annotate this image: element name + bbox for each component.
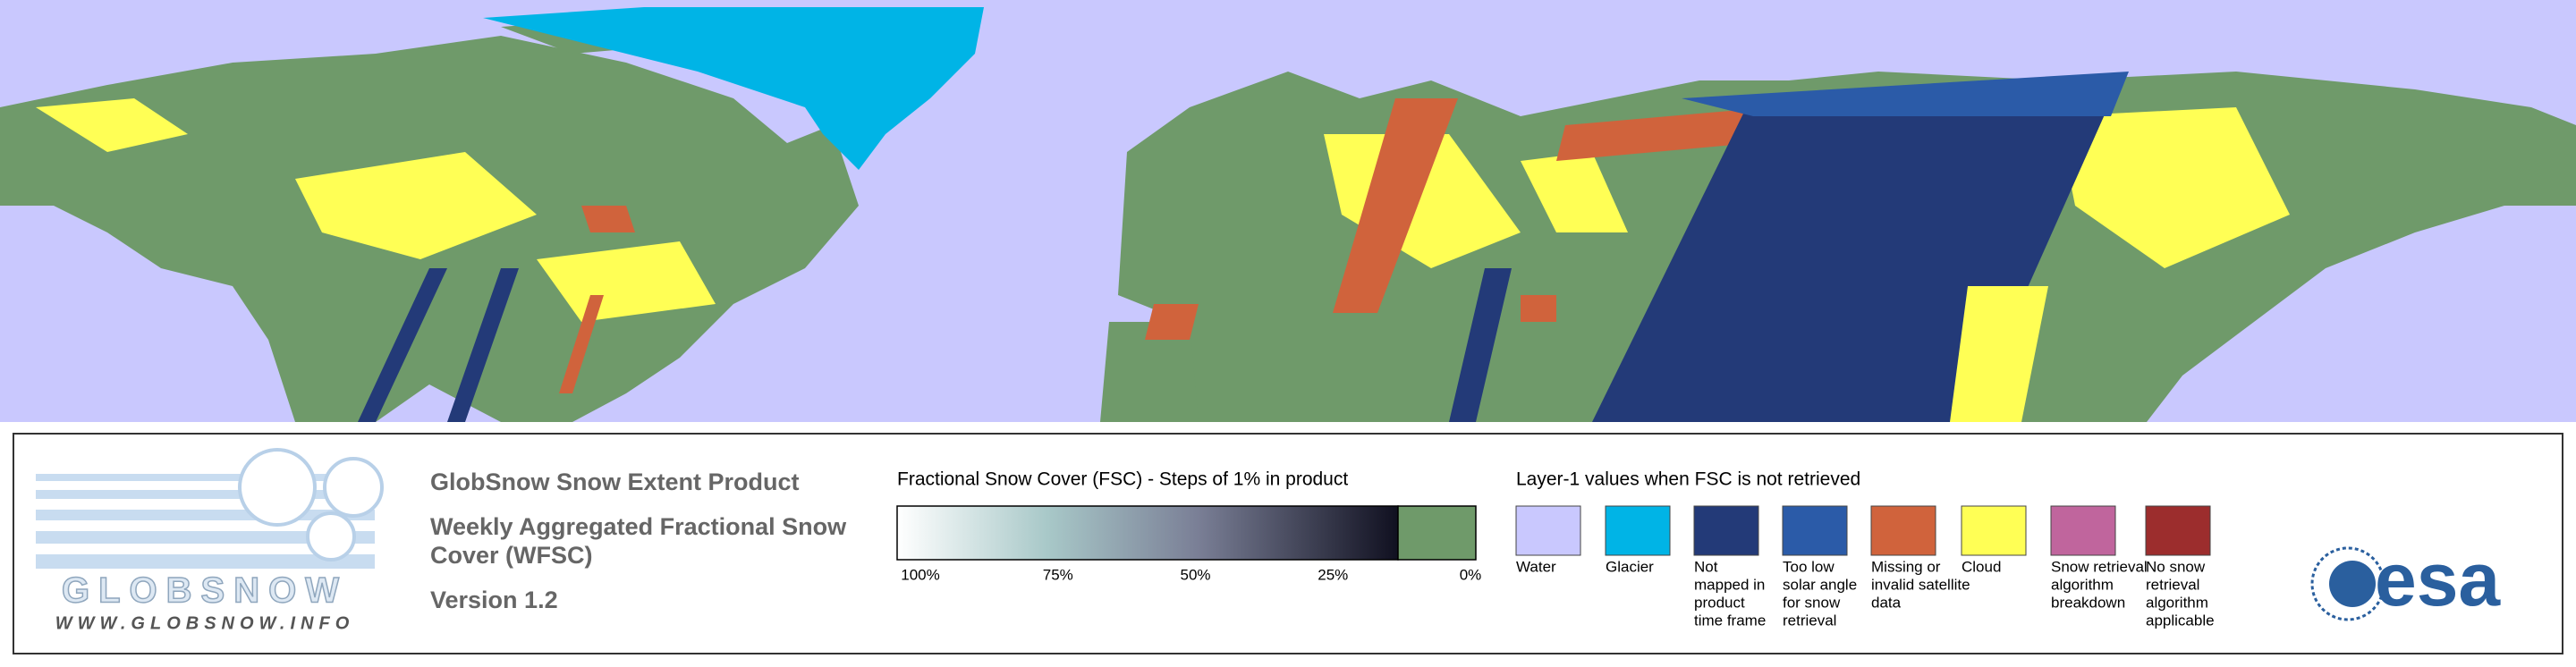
colorbar-tick-label: 100% [901, 566, 939, 583]
cloud-patch [2057, 107, 2290, 268]
product-title: GlobSnow Snow Extent Product [430, 469, 800, 495]
missing-patch [1521, 295, 1556, 322]
swath-low-sun [1682, 72, 2129, 116]
legend-label: Not [1694, 558, 1718, 575]
colorbar-tick-label: 25% [1318, 566, 1348, 583]
legend-label: product [1694, 594, 1745, 611]
swath [1556, 107, 1771, 161]
missing-patch [1145, 304, 1199, 340]
logo-stripe [36, 474, 375, 481]
snowflake [323, 457, 384, 518]
missing-patch [581, 206, 635, 232]
legend-label: mapped in [1694, 576, 1765, 593]
legend-label: Cloud [1962, 558, 2001, 575]
colorbar-gradient [896, 505, 1399, 561]
colorbar-zero [1397, 505, 1477, 561]
colorbar-tick-label: 50% [1180, 566, 1210, 583]
legend-label: invalid satellite [1871, 576, 1970, 593]
cloud-patch [1324, 134, 1521, 268]
logo-stripe [36, 531, 375, 544]
cloud-patch [1521, 152, 1628, 232]
product-version: Version 1.2 [430, 587, 558, 613]
legend-label: algorithm [2146, 594, 2208, 611]
legend-label: applicable [2146, 612, 2215, 629]
legend-label: algorithm [2051, 576, 2114, 593]
colorbar-ticks: 100% 75% 50% 25% 0% [901, 566, 1481, 583]
legend-swatch [1961, 505, 2027, 556]
legend-swatch [1515, 505, 1581, 556]
map [0, 0, 2576, 422]
legend-swatch [2050, 505, 2116, 556]
legend-label: breakdown [2051, 594, 2125, 611]
legend-label: retrieval [2146, 576, 2199, 593]
legend-label: Too low [1783, 558, 1835, 575]
snowflake [238, 448, 317, 527]
legend-label: time frame [1694, 612, 1766, 629]
land-iberia [1100, 322, 1199, 422]
swath [1333, 98, 1458, 313]
legend-label: for snow [1783, 594, 1841, 611]
land-greenland [483, 7, 984, 170]
snowflake [306, 511, 356, 561]
legend-swatch [2145, 505, 2211, 556]
cloud-patch [36, 98, 188, 152]
globsnow-logo: GLOBSNOW WWW.GLOBSNOW.INFO [36, 448, 384, 633]
legend-label: Water [1516, 558, 1556, 575]
cloud-patch [295, 152, 537, 259]
colorbar-tick-label: 0% [1460, 566, 1482, 583]
logo-url: WWW.GLOBSNOW.INFO [55, 613, 355, 633]
legend-swatch [1782, 505, 1848, 556]
legend-label: retrieval [1783, 612, 1836, 629]
esa-wordmark: esa [2375, 537, 2501, 621]
cloud-patch [1950, 286, 2048, 422]
legend-swatch [1870, 505, 1936, 556]
logo-name: GLOBSNOW [62, 571, 348, 611]
legend-label: Missing or [1871, 558, 1941, 575]
swath [1449, 268, 1512, 422]
product-subtitle: Weekly Aggregated Fractional Snow [430, 513, 847, 540]
esa-emblem [2310, 546, 2385, 621]
layer-legend-title: Layer-1 values when FSC is not retrieved [1516, 469, 1860, 490]
legend-label: solar angle [1783, 576, 1857, 593]
legend-swatch [1693, 505, 1759, 556]
product-subtitle: Cover (WFSC) [430, 542, 593, 569]
cloud-patch [537, 241, 716, 322]
legend-label: Snow retrieval [2051, 558, 2148, 575]
colorbar-tick-label: 75% [1043, 566, 1073, 583]
swath [358, 268, 447, 422]
esa-emblem [2329, 561, 2376, 607]
swath [447, 268, 519, 422]
legend-swatch [1605, 505, 1671, 556]
legend-label: No snow [2146, 558, 2206, 575]
swath [559, 295, 604, 393]
esa-logo: esa [2310, 537, 2501, 621]
colorbar-title: Fractional Snow Cover (FSC) - Steps of 1… [897, 469, 1348, 490]
legend-label: data [1871, 594, 1902, 611]
logo-stripe [36, 490, 375, 499]
legend-label: Glacier [1606, 558, 1654, 575]
logo-stripe [36, 554, 375, 569]
